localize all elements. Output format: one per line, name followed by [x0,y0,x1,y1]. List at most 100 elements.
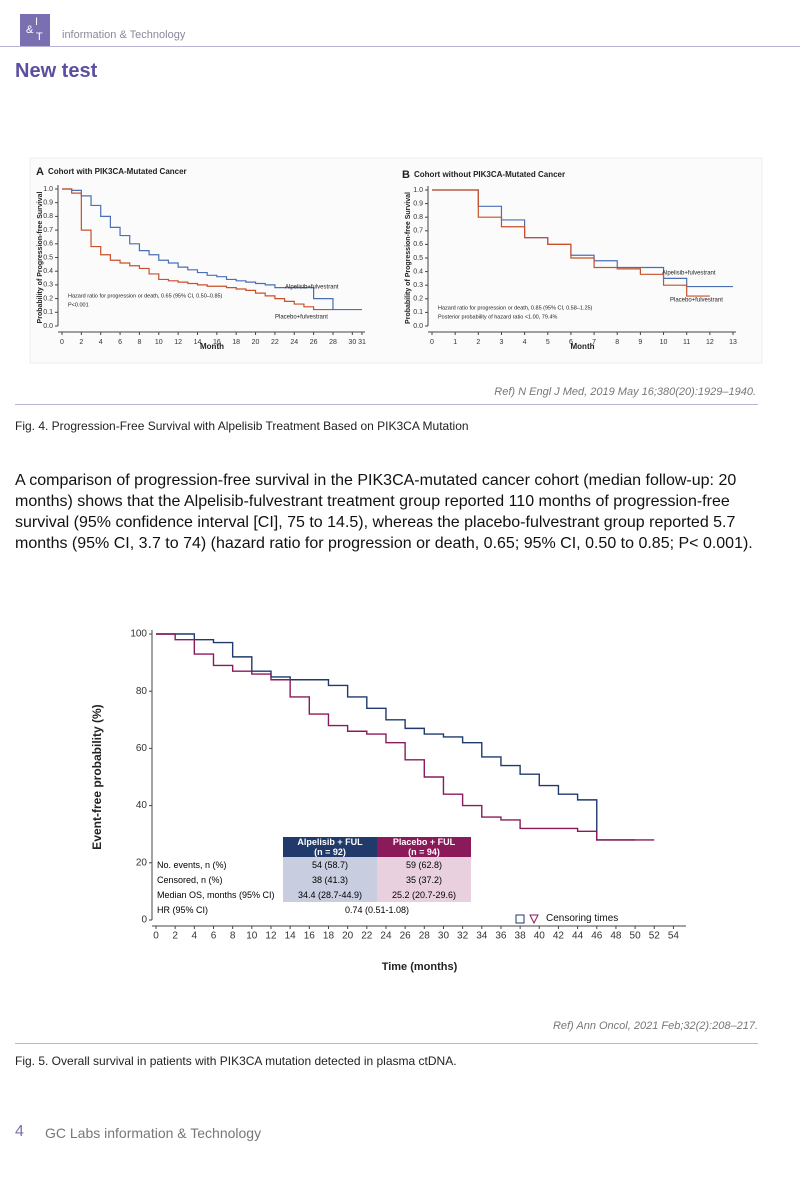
series-line [156,633,655,841]
chart-title: Cohort without PIK3CA-Mutated Cancer [414,170,565,179]
x-tick-label: 42 [553,931,565,942]
x-tick-label: 12 [706,339,714,346]
x-tick-label: 0 [153,931,159,942]
x-tick-label: 28 [419,931,431,942]
x-tick-label: 10 [155,339,163,346]
y-tick-label: 0.6 [413,241,423,248]
y-axis-label: Probability of Progression-free Survival [37,192,44,324]
table-cell: 35 (37.2) [377,872,471,887]
series-label: Alpelisib+fulvestrant [285,285,339,291]
y-tick-label: 0.6 [43,241,53,248]
table-cell: 25.2 (20.7-29.6) [377,887,471,902]
x-tick-label: 24 [380,931,392,942]
y-tick-label: 0.0 [413,323,423,330]
censor-symbol [515,914,525,924]
x-tick-label: 4 [99,339,103,346]
y-tick-label: 0.3 [43,282,53,289]
x-tick-label: 2 [79,339,83,346]
logo-part: I [35,16,39,28]
x-tick-label: 12 [174,339,182,346]
paragraph: A comparison of progression-free surviva… [15,472,753,552]
x-tick-label: 9 [638,339,642,346]
table-cell: 34.4 (28.7-44.9) [283,887,377,902]
series-line [156,633,636,841]
table-cell: 38 (41.3) [283,872,377,887]
x-tick-label: 10 [246,931,258,942]
y-tick-label: 1.0 [43,186,53,193]
x-tick-label: 8 [230,931,236,942]
table-cell: No. events, n (%) [157,859,227,870]
caption: Fig. 4. Progression-Free Survival with A… [15,419,469,433]
y-tick-label: 0.8 [413,214,423,221]
x-tick-label: 26 [310,339,318,346]
x-axis-label: Time (months) [382,961,458,973]
series-label: Placebo+fulvestrant [275,315,328,321]
y-tick-label: 0.1 [43,309,53,316]
x-axis-label: Month [200,342,224,351]
series-label: Placebo+fulvestrant [670,298,723,304]
x-tick-label: 24 [290,339,298,346]
x-tick-label: 12 [265,931,277,942]
x-tick-label: 46 [591,931,603,942]
x-tick-label: 50 [630,931,642,942]
y-tick-label: 0.9 [43,200,53,207]
x-tick-label: 6 [118,339,122,346]
series-line [62,188,333,311]
legend-label: Censoring times [546,913,619,924]
x-tick-label: 13 [729,339,737,346]
rule [15,404,758,405]
y-axis-label: Probability of Progression-free Survival [405,192,412,324]
y-tick-label: 0.5 [43,254,53,261]
table-cell: 54 (58.7) [283,857,377,872]
y-tick-label: 0.7 [43,227,53,234]
footer-text: GC Labs information & Technology [45,1125,262,1141]
x-tick-label: 2 [476,339,480,346]
x-tick-label: 4 [523,339,527,346]
x-tick-label: 0 [430,339,434,346]
x-tick-label: 14 [285,931,297,942]
y-tick-label: 0.3 [413,282,423,289]
series-line [62,188,362,311]
panel-label: A [36,166,44,178]
x-tick-label: 40 [534,931,546,942]
x-tick-label: 6 [211,931,217,942]
header-section: information & Technology [62,29,186,41]
y-tick-label: 0.0 [43,323,53,330]
table-cell: Censored, n (%) [157,874,223,885]
x-tick-label: 4 [192,931,198,942]
logo-part: T [36,31,43,43]
x-tick-label: 1 [453,339,457,346]
x-tick-label: 18 [232,339,240,346]
x-tick-label: 6 [569,339,573,346]
x-tick-label: 38 [515,931,527,942]
page-number: 4 [15,1123,24,1140]
y-tick-label: 1.0 [413,187,423,194]
censor-symbol [529,914,539,925]
series-label: Alpelisib+fulvestrant [662,271,716,277]
x-tick-label: 32 [457,931,469,942]
y-tick-label: 40 [136,800,148,811]
x-tick-label: 20 [342,931,354,942]
figure-table: Alpelisib + FUL (n = 92) Placebo + FUL (n … [153,837,471,917]
y-tick-label: 100 [130,629,147,640]
x-tick-label: 3 [500,339,504,346]
table-cell: Median OS, months (95% CI) [157,889,275,900]
x-tick-label: 11 [683,339,690,346]
series-line [432,189,710,297]
x-tick-label: 26 [400,931,412,942]
rule [15,1043,758,1044]
y-tick-label: 0.7 [413,228,423,235]
x-tick-label: 16 [304,931,316,942]
y-tick-label: 60 [136,743,148,754]
logo: & I T [20,14,50,46]
x-tick-label: 22 [271,339,279,346]
y-tick-label: 0.8 [43,213,53,220]
y-tick-label: 0.4 [413,268,423,275]
annotation: Hazard ratio for progression or death, 0… [68,293,223,299]
y-tick-label: 80 [136,686,148,697]
x-tick-label: 54 [668,931,680,942]
x-tick-label: 31 [358,339,366,346]
x-tick-label: 48 [610,931,622,942]
x-tick-label: 18 [323,931,335,942]
